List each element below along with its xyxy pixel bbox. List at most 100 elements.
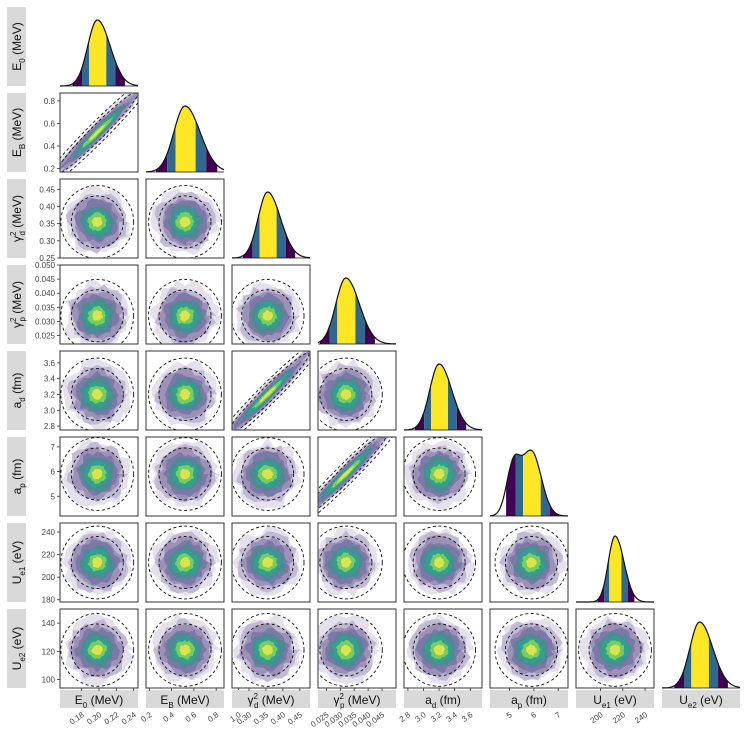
scatter-panel-7-0 <box>59 608 139 689</box>
col-label-7: Ue2 (eV) <box>679 693 723 710</box>
y-tick-label-2-3: 0.40 <box>39 202 55 211</box>
marginal-band-2-1 <box>252 212 260 258</box>
kde-level-4-2-7 <box>259 386 276 404</box>
row-label-0: E0 (MeV) <box>10 22 27 70</box>
marginal-band-2-3 <box>276 206 286 258</box>
panel-border-5-2 <box>231 436 311 517</box>
panel-border-3-2 <box>231 264 311 345</box>
col-strip-0 <box>60 690 138 708</box>
panel-border-6-4 <box>403 522 483 603</box>
panel-border-6-1 <box>145 522 225 603</box>
scatter-panel-1-0 <box>59 92 139 173</box>
kde-level-5-1-7 <box>180 468 191 480</box>
x-tick-label-6-2: 240 <box>633 710 650 725</box>
panel-border-4-0 <box>59 350 139 431</box>
x-tick-label-2-2: 0.40 <box>269 710 287 727</box>
marginal-band-1-0 <box>156 153 168 172</box>
credible-contour-6-5-0 <box>504 536 558 589</box>
panel-border-3-1 <box>145 264 225 345</box>
kde-level-5-2-7 <box>262 468 274 480</box>
kde-level-1-0-7 <box>88 123 107 142</box>
credible-contour-7-6-0 <box>588 623 642 677</box>
x-tick-label-4-3: 3.4 <box>445 710 460 724</box>
marginal-band-6-3 <box>621 550 628 602</box>
marginal-density-0 <box>60 19 139 87</box>
credible-contour-6-4-1 <box>404 525 476 600</box>
marginal-band-5-2 <box>523 450 541 516</box>
credible-contour-4-0-0 <box>70 368 124 421</box>
y-tick-label-2-1: 0.30 <box>39 237 55 246</box>
marginal-band-4-2 <box>431 364 448 430</box>
credible-contour-2-1-0 <box>158 195 212 249</box>
scatter-panel-7-4 <box>403 608 483 689</box>
marginal-band-3-2 <box>337 278 356 344</box>
x-tick-label-5-0: 5 <box>505 710 514 720</box>
y-tick-label-7-1: 120 <box>42 647 56 656</box>
y-tick-label-3-2: 0.035 <box>35 303 56 312</box>
kde-level-7-2-7 <box>261 644 273 656</box>
panel-border-6-2 <box>231 522 311 603</box>
marginal-density-2 <box>232 191 311 259</box>
scatter-panel-6-2 <box>231 522 311 603</box>
scatter-panel-7-3 <box>317 608 397 689</box>
panel-border-5-4 <box>403 436 483 517</box>
credible-contour-7-4-0 <box>412 623 466 677</box>
credible-contour-3-2-1 <box>232 278 305 344</box>
y-tick-label-6-0: 180 <box>42 596 56 605</box>
panel-border-7-5 <box>489 608 569 689</box>
panel-border-5-0 <box>59 436 139 517</box>
credible-contour-7-3-1 <box>318 613 383 687</box>
credible-contour-7-6-1 <box>578 613 652 687</box>
credible-contour-5-2-1 <box>232 437 305 511</box>
marginal-band-0-3 <box>106 34 116 86</box>
credible-contour-6-3-0 <box>319 536 373 589</box>
y-tick-label-6-2: 220 <box>42 551 56 560</box>
marginal-curve-2 <box>232 191 311 259</box>
row-strip-3 <box>7 265 26 344</box>
panel-border-3-0 <box>59 264 139 345</box>
credible-contour-3-1-0 <box>158 289 212 343</box>
x-tick-label-4-1: 3.0 <box>413 710 428 724</box>
y-tick-label-6-3: 240 <box>42 528 56 537</box>
col-strip-2 <box>232 690 310 708</box>
kde-level-7-0-7 <box>91 644 103 656</box>
scatter-panel-6-5 <box>489 522 569 603</box>
credible-contour-2-1-1 <box>148 185 222 258</box>
panel-border-4-2 <box>231 350 311 431</box>
marginal-band-2-0 <box>242 239 253 258</box>
credible-contour-6-2-0 <box>241 536 295 589</box>
marginal-curve-5 <box>489 449 568 517</box>
credible-contour-6-1-0 <box>158 536 212 589</box>
credible-contour-7-0-0 <box>70 623 124 677</box>
credible-contour-7-2-0 <box>241 623 295 677</box>
credible-contour-5-1-1 <box>148 437 222 511</box>
col-strip-4 <box>404 690 482 708</box>
kde-level-6-1-7 <box>179 557 191 568</box>
kde-level-6-5-7 <box>525 557 538 569</box>
marginal-curve-4 <box>404 363 483 431</box>
col-strip-7 <box>662 690 740 708</box>
credible-contour-1-0-1 <box>60 93 138 172</box>
scatter-panel-6-0 <box>59 522 139 603</box>
x-tick-label-1-3: 0.8 <box>206 710 221 724</box>
kde-level-3-2-7 <box>261 309 274 321</box>
kde-level-2-0-7 <box>91 216 103 228</box>
row-strip-0 <box>7 7 26 86</box>
panel-border-4-1 <box>145 350 225 431</box>
credible-contour-2-0-0 <box>70 195 124 249</box>
y-tick-label-4-3: 3.4 <box>44 375 56 384</box>
scatter-panel-7-5 <box>489 608 569 689</box>
credible-contour-3-0-1 <box>60 278 135 344</box>
marginal-density-3 <box>317 277 396 345</box>
marginal-density-6 <box>576 535 654 603</box>
marginal-band-3-3 <box>355 292 365 344</box>
credible-contour-7-2-1 <box>232 613 305 687</box>
kde-level-7-6-7 <box>609 644 621 656</box>
x-tick-label-4-2: 3.2 <box>429 710 444 724</box>
col-label-2: γ2 d (MeV) <box>248 692 295 710</box>
row-strip-7 <box>7 609 26 688</box>
x-tick-label-0-2: 0.22 <box>103 710 121 727</box>
credible-contour-4-1-1 <box>148 357 222 430</box>
credible-contour-2-0-1 <box>60 185 135 258</box>
credible-contour-5-3-0 <box>318 437 388 516</box>
